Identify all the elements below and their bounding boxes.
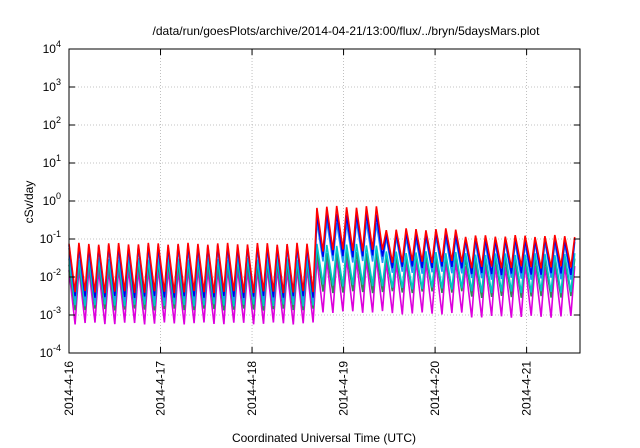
x-tick-label: 2014-4-17 [154, 361, 168, 416]
x-tick-label: 2014-4-18 [245, 361, 259, 416]
y-tick-label: 10-1 [40, 229, 61, 246]
tick-marks [68, 48, 580, 354]
y-tick-label: 101 [43, 153, 61, 170]
chart-title: /data/run/goesPlots/archive/2014-04-21/1… [153, 24, 541, 38]
y-tick-label: 10-3 [40, 305, 61, 322]
y-tick-label: 10-4 [40, 343, 61, 360]
y-tick-label: 102 [43, 115, 61, 132]
series-line [68, 213, 576, 298]
x-tick-label: 2014-4-16 [62, 361, 76, 416]
y-tick-label: 103 [43, 77, 61, 94]
y-tick-label: 10-2 [40, 267, 61, 284]
x-tick-label: 2014-4-21 [520, 361, 534, 416]
y-tick-label: 104 [43, 39, 61, 56]
x-tick-labels: 2014-4-16 2014-4-17 2014-4-18 2014-4-19 2014… [62, 361, 534, 416]
y-tick-labels: 10-4 10-3 10-2 10-1 100 101 102 103 104 [40, 39, 61, 360]
x-tick-label: 2014-4-20 [428, 361, 442, 416]
series-layer [68, 205, 576, 325]
x-axis-label: Coordinated Universal Time (UTC) [232, 431, 416, 445]
y-axis-label: cSv/day [22, 181, 36, 224]
series-line [68, 257, 576, 325]
series-line [68, 205, 576, 294]
series-line [68, 221, 576, 301]
y-tick-label: 100 [43, 191, 61, 208]
x-tick-label: 2014-4-19 [337, 361, 351, 416]
series-line [68, 251, 576, 311]
series-line [68, 243, 576, 307]
